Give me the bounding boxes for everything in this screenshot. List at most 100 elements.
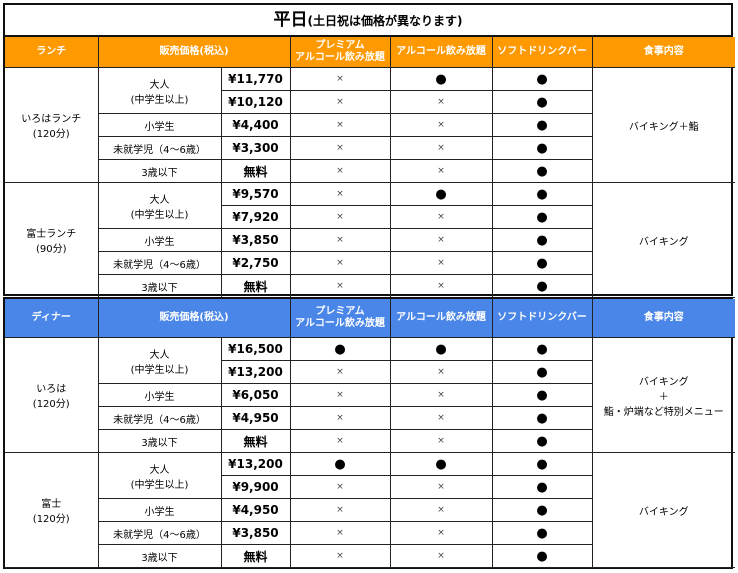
included-dot-icon: ● xyxy=(491,498,593,522)
table-row: 未就学児（4～6歳） ¥4,950 × × ● xyxy=(5,406,735,430)
category: 大人 (中学生以上) xyxy=(97,182,222,229)
plan-name: いろはランチ (120分) xyxy=(5,67,99,183)
table-row: 3歳以下 無料 × × ● xyxy=(5,429,735,453)
not-included-x-icon: × xyxy=(289,67,391,91)
price: 無料 xyxy=(220,544,291,568)
category: 3歳以下 xyxy=(97,159,222,183)
not-included-x-icon: × xyxy=(389,498,493,522)
included-dot-icon: ● xyxy=(491,251,593,275)
included-dot-icon: ● xyxy=(491,90,593,114)
not-included-x-icon: × xyxy=(389,205,493,229)
category: 大人 (中学生以上) xyxy=(97,67,222,114)
included-dot-icon: ● xyxy=(389,67,493,91)
not-included-x-icon: × xyxy=(289,182,391,206)
price: ¥3,850 xyxy=(220,521,291,545)
header-alcohol: アルコール飲み放題 xyxy=(389,299,493,338)
header-section: ランチ xyxy=(5,37,99,68)
category: 3歳以下 xyxy=(97,544,222,568)
lunch-box: 平日(土日祝は価格が異なります) ランチ 販売価格(税込) プレミアム アルコー… xyxy=(3,3,736,298)
header-soft: ソフトドリンクバー xyxy=(491,299,593,338)
category: 3歳以下 xyxy=(97,429,222,453)
price: ¥7,920 xyxy=(220,205,291,229)
included-dot-icon: ● xyxy=(289,337,391,361)
table-row: 未就学児（4～6歳） ¥2,750 × × ● xyxy=(5,251,735,275)
table-row: いろは (120分) 大人 (中学生以上) ¥16,500 ● ● ● バイキング ＋ 鮨・… xyxy=(5,337,736,453)
title-main: 平日 xyxy=(273,10,308,30)
price: ¥4,950 xyxy=(220,498,291,522)
meal-content: バイキング xyxy=(591,182,736,298)
included-dot-icon: ● xyxy=(491,337,593,361)
table-row: いろはランチ (120分) 大人 (中学生以上) ¥11,770 × ● ● バイキング＋鮨 xyxy=(5,67,736,183)
not-included-x-icon: × xyxy=(389,159,493,183)
not-included-x-icon: × xyxy=(289,406,391,430)
included-dot-icon: ● xyxy=(491,383,593,407)
category: 小学生 xyxy=(97,228,222,252)
table-row: 3歳以下 無料 × × ● xyxy=(5,274,735,298)
price: 無料 xyxy=(220,429,291,453)
meal-content: バイキング ＋ 鮨・炉端など特別メニュー xyxy=(591,337,736,453)
table-row: ¥10,120 × × ● xyxy=(5,90,735,114)
not-included-x-icon: × xyxy=(389,251,493,275)
category: 未就学児（4～6歳） xyxy=(97,251,222,275)
price: ¥9,900 xyxy=(220,475,291,499)
price: ¥10,120 xyxy=(220,90,291,114)
included-dot-icon: ● xyxy=(491,360,593,384)
not-included-x-icon: × xyxy=(289,429,391,453)
not-included-x-icon: × xyxy=(289,228,391,252)
not-included-x-icon: × xyxy=(289,90,391,114)
not-included-x-icon: × xyxy=(289,113,391,137)
price: ¥4,950 xyxy=(220,406,291,430)
price: ¥11,770 xyxy=(220,67,291,91)
header-alcohol: アルコール飲み放題 xyxy=(389,37,493,68)
category: 3歳以下 xyxy=(97,274,222,298)
included-dot-icon: ● xyxy=(389,452,493,476)
not-included-x-icon: × xyxy=(289,383,391,407)
not-included-x-icon: × xyxy=(289,205,391,229)
included-dot-icon: ● xyxy=(491,429,593,453)
header-price: 販売価格(税込) xyxy=(97,299,291,338)
category: 小学生 xyxy=(97,113,222,137)
page-title: 平日(土日祝は価格が異なります) xyxy=(5,5,731,37)
included-dot-icon: ● xyxy=(491,205,593,229)
table-row: 富士ランチ (90分) 大人 (中学生以上) ¥9,570 × ● ● バイキング xyxy=(5,182,736,298)
plan-name: いろは (120分) xyxy=(5,337,99,453)
not-included-x-icon: × xyxy=(389,90,493,114)
not-included-x-icon: × xyxy=(289,360,391,384)
not-included-x-icon: × xyxy=(289,498,391,522)
category: 未就学児（4～6歳） xyxy=(97,521,222,545)
dinner-price-table: ディナー 販売価格(税込) プレミアム アルコール飲み放題 アルコール飲み放題 … xyxy=(5,299,736,568)
table-row: ¥13,200 × × ● xyxy=(5,360,735,384)
not-included-x-icon: × xyxy=(389,274,493,298)
not-included-x-icon: × xyxy=(289,159,391,183)
title-note: (土日祝は価格が異なります) xyxy=(307,14,463,28)
included-dot-icon: ● xyxy=(491,228,593,252)
included-dot-icon: ● xyxy=(289,452,391,476)
table-row: 3歳以下 無料 × × ● xyxy=(5,544,735,568)
dinner-box: ディナー 販売価格(税込) プレミアム アルコール飲み放題 アルコール飲み放題 … xyxy=(3,297,736,569)
price: ¥13,200 xyxy=(220,452,291,476)
header-row: ディナー 販売価格(税込) プレミアム アルコール飲み放題 アルコール飲み放題 … xyxy=(5,299,736,338)
price: ¥6,050 xyxy=(220,383,291,407)
category: 大人 (中学生以上) xyxy=(97,337,222,384)
category: 未就学児（4～6歳） xyxy=(97,406,222,430)
included-dot-icon: ● xyxy=(491,521,593,545)
included-dot-icon: ● xyxy=(491,406,593,430)
included-dot-icon: ● xyxy=(389,337,493,361)
category: 大人 (中学生以上) xyxy=(97,452,222,499)
not-included-x-icon: × xyxy=(389,429,493,453)
price: ¥3,850 xyxy=(220,228,291,252)
header-premium: プレミアム アルコール飲み放題 xyxy=(289,299,391,338)
not-included-x-icon: × xyxy=(389,521,493,545)
header-row: ランチ 販売価格(税込) プレミアム アルコール飲み放題 アルコール飲み放題 ソ… xyxy=(5,37,736,68)
table-row: 未就学児（4～6歳） ¥3,300 × × ● xyxy=(5,136,735,160)
header-meal: 食事内容 xyxy=(591,37,736,68)
not-included-x-icon: × xyxy=(389,360,493,384)
included-dot-icon: ● xyxy=(491,475,593,499)
included-dot-icon: ● xyxy=(491,182,593,206)
not-included-x-icon: × xyxy=(289,544,391,568)
category: 小学生 xyxy=(97,498,222,522)
price: ¥2,750 xyxy=(220,251,291,275)
included-dot-icon: ● xyxy=(491,452,593,476)
included-dot-icon: ● xyxy=(491,67,593,91)
not-included-x-icon: × xyxy=(289,274,391,298)
